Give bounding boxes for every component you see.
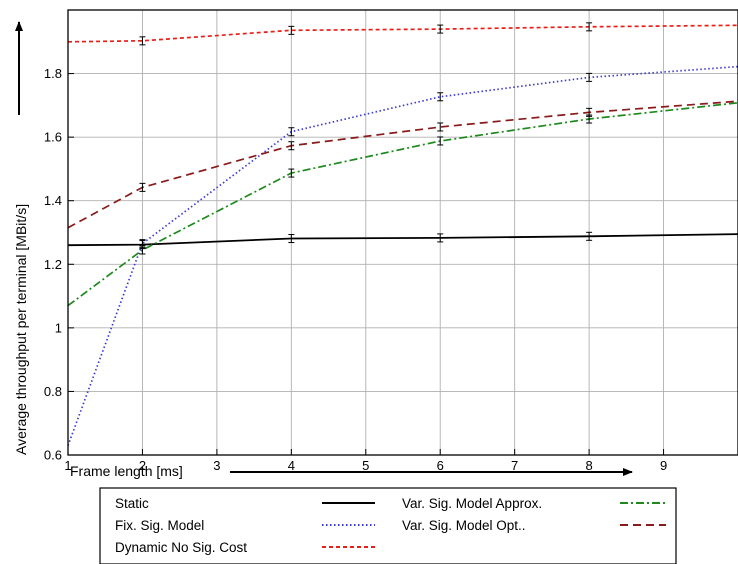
error-bar <box>437 92 444 102</box>
legend-label: Var. Sig. Model Approx. <box>402 496 542 511</box>
error-bar <box>437 136 444 146</box>
legend-label: Dynamic No Sig. Cost <box>115 540 247 555</box>
x-tick-label: 8 <box>585 458 592 473</box>
grid <box>67 10 738 456</box>
legend: Static Fix. Sig. Model Dynamic No Sig. Cos… <box>115 496 666 555</box>
error-bar <box>139 36 146 46</box>
legend-item: Fix. Sig. Model <box>115 518 375 533</box>
error-bar <box>288 127 295 137</box>
series-line-1 <box>67 65 738 446</box>
series-line-2 <box>67 24 738 43</box>
y-tick-label: 1 <box>55 320 62 335</box>
legend-item: Var. Sig. Model Opt.. <box>402 518 666 533</box>
error-bar <box>288 141 295 151</box>
x-tick-label: 7 <box>511 458 518 473</box>
y-axis-label: Average throughput per terminal [MBit/s] <box>13 204 29 455</box>
error-bar <box>586 231 593 241</box>
legend-label: Fix. Sig. Model <box>115 518 204 533</box>
y-tick-label: 0.6 <box>44 448 62 463</box>
x-tick-label: 9 <box>660 458 667 473</box>
error-bar <box>586 107 593 117</box>
y-tick-label: 1.6 <box>44 130 62 145</box>
legend-item: Dynamic No Sig. Cost <box>115 540 375 555</box>
legend-box <box>99 487 677 564</box>
error-bar <box>288 25 295 35</box>
x-tick-label: 5 <box>362 458 369 473</box>
error-bar <box>437 233 444 243</box>
x-axis-label: Frame length [ms] <box>70 463 183 479</box>
error-bar <box>586 22 593 32</box>
plot-frame <box>67 9 738 456</box>
error-bar <box>288 168 295 178</box>
error-bar <box>586 72 593 82</box>
x-tick-label: 6 <box>437 458 444 473</box>
legend-label: Static <box>115 496 149 511</box>
tick-labels: 1 2 3 4 5 6 7 8 9 0.6 0.8 1 1.2 1.4 1.6 1.8 <box>44 66 667 473</box>
series-lines <box>67 24 738 446</box>
x-tick-label: 4 <box>288 458 295 473</box>
x-tick-label: 1 <box>64 458 71 473</box>
y-tick-label: 0.8 <box>44 384 62 399</box>
y-tick-label: 1.4 <box>44 193 62 208</box>
x-tick-label: 2 <box>139 458 146 473</box>
legend-label: Var. Sig. Model Opt.. <box>402 518 526 533</box>
error-bar <box>437 24 444 34</box>
y-tick-label: 1.8 <box>44 66 62 81</box>
y-tick-label: 1.2 <box>44 257 62 272</box>
x-tick-label: 3 <box>213 458 220 473</box>
series-line-4 <box>67 100 738 229</box>
error-bars <box>139 22 593 255</box>
legend-item: Static <box>115 496 375 511</box>
series-line-3 <box>67 101 738 307</box>
series-line-0 <box>67 233 738 247</box>
error-bar <box>139 182 146 192</box>
legend-item: Var. Sig. Model Approx. <box>402 496 666 511</box>
error-bar <box>139 245 146 255</box>
error-bar <box>437 122 444 132</box>
error-bar <box>288 234 295 244</box>
